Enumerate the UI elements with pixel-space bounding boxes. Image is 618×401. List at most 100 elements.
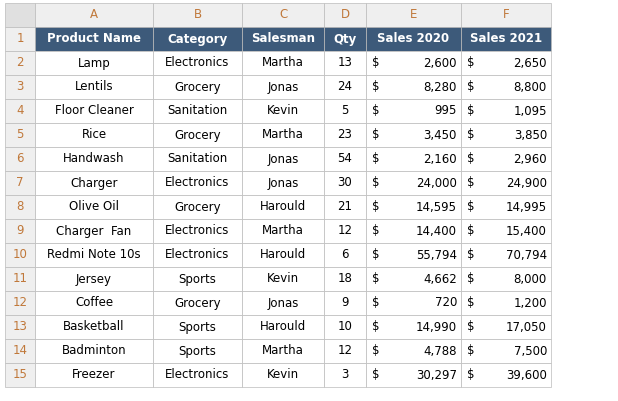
Bar: [366, 75, 461, 99]
Bar: [324, 123, 366, 147]
Text: 24,900: 24,900: [506, 176, 547, 190]
Text: 7,500: 7,500: [514, 344, 547, 358]
Text: $: $: [372, 320, 379, 334]
Bar: [35, 171, 153, 195]
Text: Sanitation: Sanitation: [167, 105, 227, 117]
Bar: [35, 243, 153, 267]
Text: 3,450: 3,450: [423, 128, 457, 142]
Bar: [5, 75, 35, 99]
Bar: [153, 123, 242, 147]
Bar: [242, 123, 324, 147]
Bar: [366, 363, 461, 387]
Text: $: $: [467, 225, 475, 237]
Text: Harould: Harould: [260, 249, 306, 261]
Bar: [461, 243, 551, 267]
Text: E: E: [410, 8, 417, 22]
Bar: [324, 315, 366, 339]
Bar: [35, 339, 153, 363]
Text: D: D: [341, 8, 350, 22]
Text: $: $: [372, 296, 379, 310]
Text: 12: 12: [337, 344, 352, 358]
Text: $: $: [372, 369, 379, 381]
Bar: [324, 27, 366, 51]
Bar: [5, 363, 35, 387]
Text: Jonas: Jonas: [268, 152, 298, 166]
Text: 4,662: 4,662: [423, 273, 457, 286]
Bar: [242, 363, 324, 387]
Text: F: F: [502, 8, 509, 22]
Bar: [153, 267, 242, 291]
Text: Lamp: Lamp: [78, 57, 111, 69]
Bar: [461, 147, 551, 171]
Bar: [5, 315, 35, 339]
Text: 15,400: 15,400: [506, 225, 547, 237]
Text: $: $: [467, 369, 475, 381]
Bar: [366, 339, 461, 363]
Text: $: $: [467, 152, 475, 166]
Bar: [461, 51, 551, 75]
Bar: [461, 99, 551, 123]
Text: $: $: [467, 200, 475, 213]
Bar: [35, 3, 153, 27]
Bar: [366, 243, 461, 267]
Bar: [324, 243, 366, 267]
Text: 24: 24: [337, 81, 352, 93]
Text: 30: 30: [337, 176, 352, 190]
Text: Harould: Harould: [260, 200, 306, 213]
Text: Charger: Charger: [70, 176, 118, 190]
Bar: [242, 171, 324, 195]
Text: 8,000: 8,000: [514, 273, 547, 286]
Bar: [366, 51, 461, 75]
Bar: [242, 99, 324, 123]
Bar: [35, 219, 153, 243]
Text: 23: 23: [337, 128, 352, 142]
Bar: [153, 99, 242, 123]
Text: C: C: [279, 8, 287, 22]
Bar: [153, 171, 242, 195]
Text: 2: 2: [16, 57, 23, 69]
Text: 5: 5: [341, 105, 349, 117]
Text: Jonas: Jonas: [268, 81, 298, 93]
Bar: [461, 291, 551, 315]
Bar: [324, 3, 366, 27]
Bar: [35, 363, 153, 387]
Text: Sports: Sports: [179, 344, 216, 358]
Bar: [35, 267, 153, 291]
Text: Basketball: Basketball: [63, 320, 125, 334]
Text: $: $: [372, 273, 379, 286]
Bar: [5, 123, 35, 147]
Bar: [366, 267, 461, 291]
Bar: [461, 123, 551, 147]
Text: $: $: [467, 320, 475, 334]
Bar: [461, 315, 551, 339]
Text: $: $: [372, 81, 379, 93]
Bar: [35, 123, 153, 147]
Text: Martha: Martha: [262, 225, 304, 237]
Bar: [366, 219, 461, 243]
Bar: [366, 147, 461, 171]
Text: Jonas: Jonas: [268, 176, 298, 190]
Text: Floor Cleaner: Floor Cleaner: [54, 105, 133, 117]
Text: $: $: [372, 152, 379, 166]
Text: Martha: Martha: [262, 128, 304, 142]
Bar: [153, 243, 242, 267]
Bar: [35, 195, 153, 219]
Text: $: $: [467, 273, 475, 286]
Bar: [461, 3, 551, 27]
Text: Handwash: Handwash: [63, 152, 125, 166]
Text: 3,850: 3,850: [514, 128, 547, 142]
Text: Grocery: Grocery: [174, 200, 221, 213]
Bar: [366, 195, 461, 219]
Text: 54: 54: [337, 152, 352, 166]
Bar: [461, 75, 551, 99]
Text: $: $: [372, 128, 379, 142]
Text: Freezer: Freezer: [72, 369, 116, 381]
Bar: [5, 243, 35, 267]
Text: Martha: Martha: [262, 344, 304, 358]
Bar: [153, 51, 242, 75]
Text: Electronics: Electronics: [165, 57, 230, 69]
Bar: [461, 219, 551, 243]
Bar: [5, 219, 35, 243]
Text: Grocery: Grocery: [174, 128, 221, 142]
Bar: [324, 219, 366, 243]
